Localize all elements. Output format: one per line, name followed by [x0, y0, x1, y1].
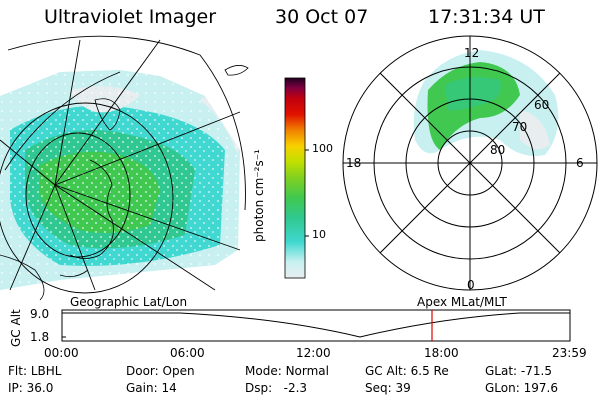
time-label: 17:31:34 UT — [428, 6, 545, 28]
altitude-curve — [62, 312, 570, 338]
lat-label-60: 60 — [534, 98, 550, 112]
geo-map-label: Geographic Lat/Lon — [70, 295, 188, 309]
status-ip: IP: 36.0 — [8, 381, 54, 395]
mlt-label-18: 18 — [346, 156, 362, 170]
colorbar-scale — [284, 77, 306, 279]
date-label: 30 Oct 07 — [275, 6, 369, 28]
altitude-xtick-1800: 18:00 — [424, 346, 459, 360]
geo-emission-image — [0, 70, 240, 290]
altitude-chart-frame — [61, 309, 571, 342]
status-glat: GLat: -71.5 — [485, 364, 552, 378]
altitude-ytick-1.8: 1.8 — [30, 330, 50, 344]
status-flt: Flt: LBHL — [8, 364, 62, 378]
altitude-ylabel: GC Alt — [9, 309, 23, 347]
altitude-xtick-0600: 06:00 — [170, 346, 205, 360]
mlt-label-0: 0 — [467, 278, 475, 292]
mlt-label-6: 6 — [576, 156, 584, 170]
altitude-ytick-9: 9.0 — [30, 307, 50, 321]
colorbar-tick-10: 10 — [312, 228, 326, 241]
colorbar-tick-100: 100 — [312, 142, 333, 155]
lat-label-80: 80 — [490, 143, 506, 157]
status-dsp: Dsp: -2.3 — [245, 381, 308, 395]
status-door: Door: Open — [126, 364, 195, 378]
lat-label-70: 70 — [512, 120, 528, 134]
status-glon: GLon: 197.6 — [485, 381, 558, 395]
polar-emission-image — [413, 50, 559, 156]
mlt-label-12: 12 — [464, 46, 480, 60]
polar-plot-label: Apex MLat/MLT — [417, 295, 507, 309]
status-gc-alt: GC Alt: 6.5 Re — [365, 364, 449, 378]
status-mode: Mode: Normal — [245, 364, 329, 378]
status-seq: Seq: 39 — [365, 381, 411, 395]
altitude-xtick-0000: 00:00 — [44, 346, 79, 360]
altitude-xtick-2359: 23:59 — [552, 346, 587, 360]
geo-grid-lines — [0, 35, 246, 294]
altitude-xtick-1200: 12:00 — [296, 346, 331, 360]
status-gain: Gain: 14 — [126, 381, 177, 395]
coastline — [0, 65, 249, 301]
instrument-title: Ultraviolet Imager — [44, 6, 217, 28]
